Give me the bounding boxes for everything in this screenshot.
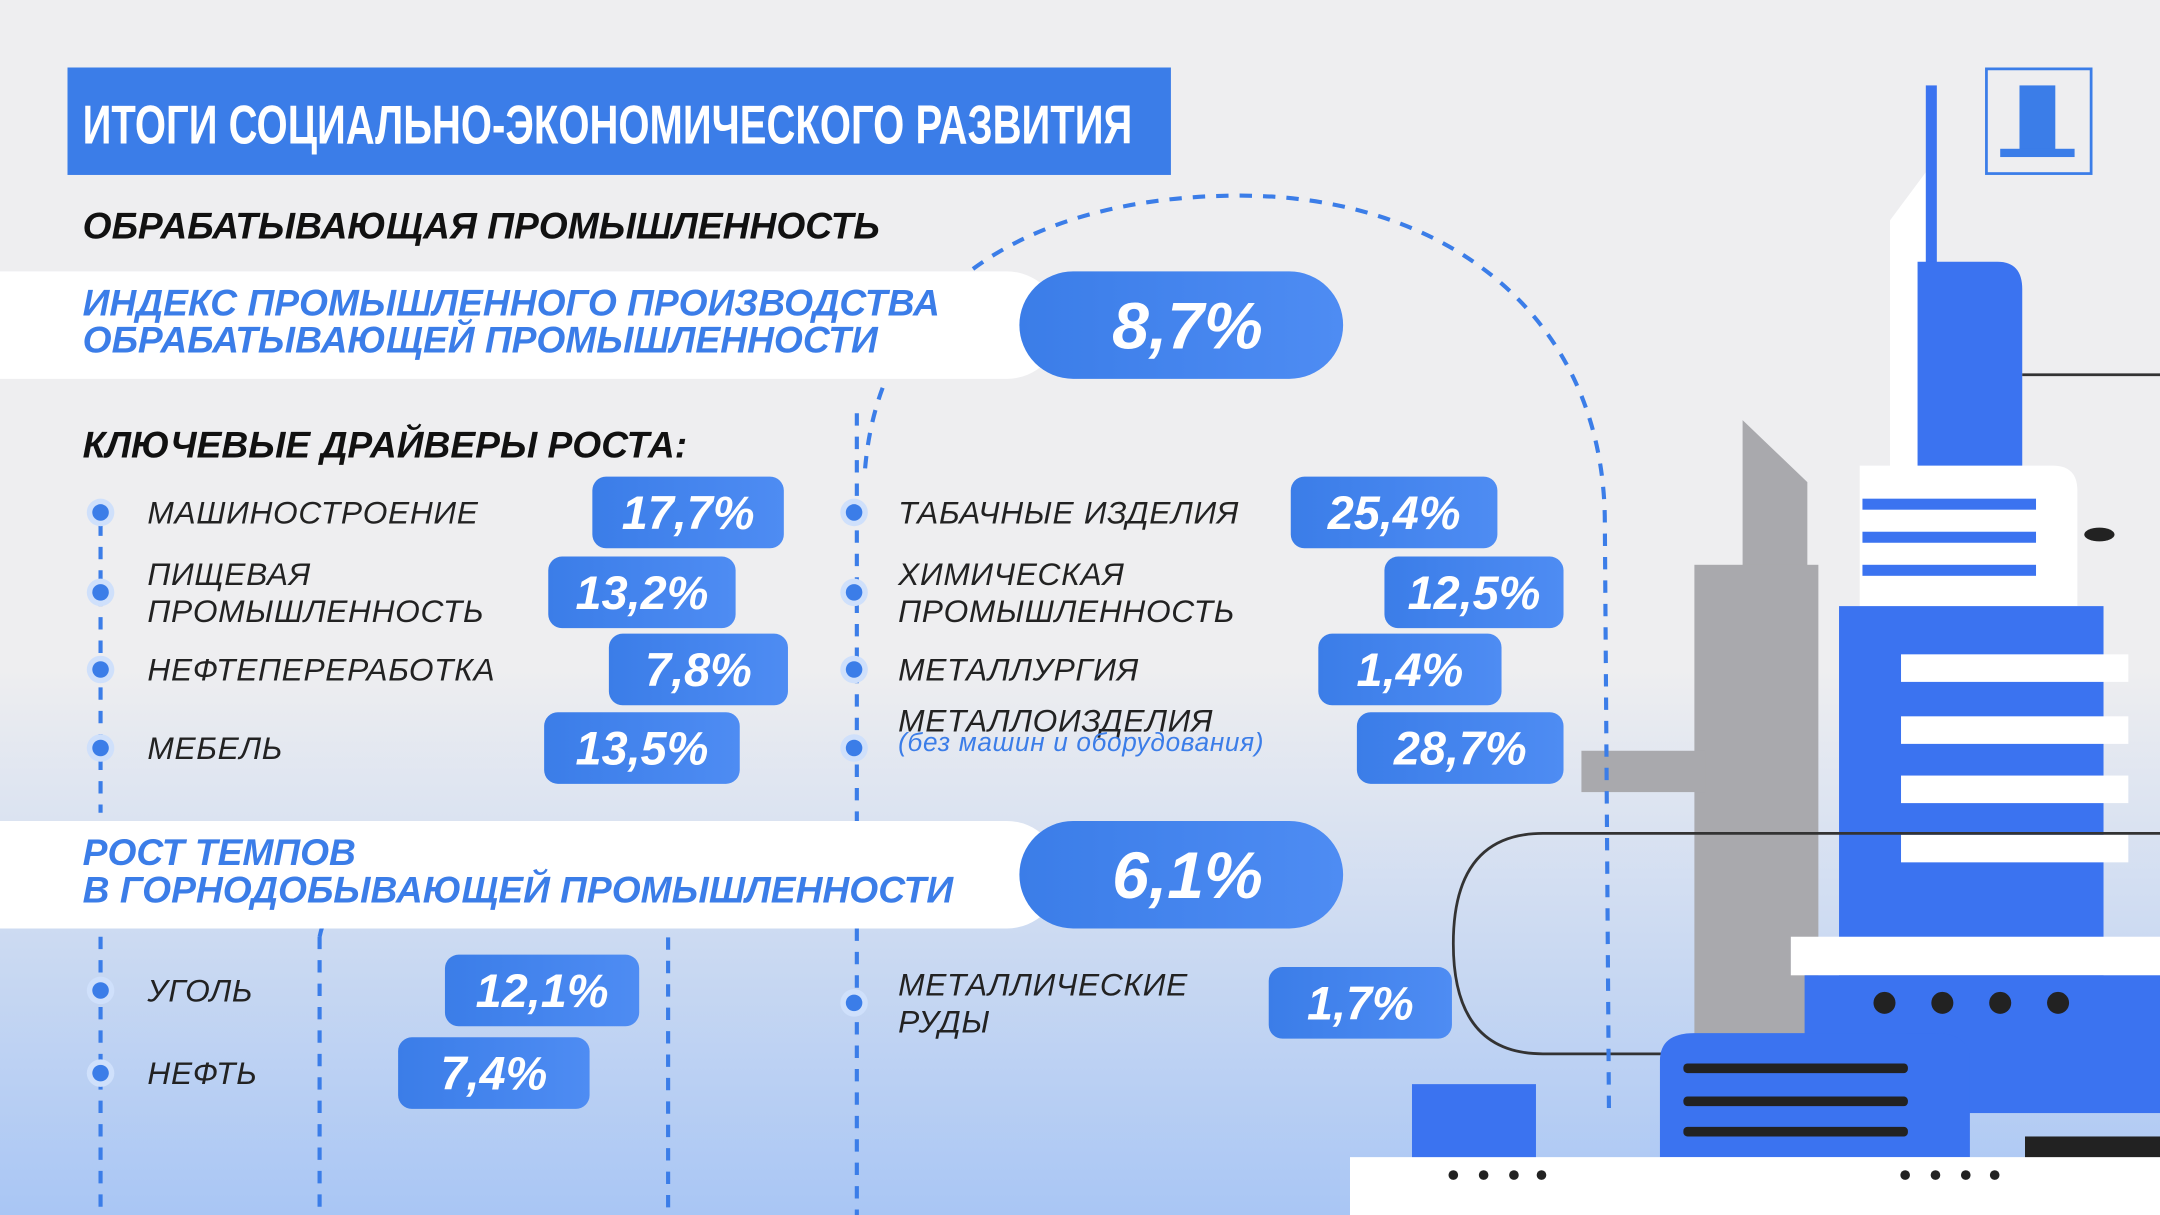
item-label: ХИМИЧЕСКАЯ — [897, 556, 1124, 592]
illustration — [1350, 85, 2160, 1215]
banner-label: В ГОРНОДОБЫВАЮЩЕЙ ПРОМЫШЛЕННОСТИ — [83, 868, 955, 910]
value-box — [1268, 967, 1452, 1039]
value-box — [398, 1037, 590, 1109]
title: ИТОГИ СОЦИАЛЬНО-ЭКОНОМИЧЕСКОГО РАЗВИТИЯ — [83, 93, 1133, 155]
item-label: ТАБАЧНЫЕ ИЗДЕЛИЯ — [898, 494, 1239, 530]
banner-value: 8,7% — [1112, 290, 1263, 364]
item-label: ПИЩЕВАЯ — [147, 556, 311, 592]
value-box — [544, 712, 740, 784]
bullet — [92, 739, 109, 757]
value-box — [548, 556, 736, 629]
bullet — [845, 584, 863, 601]
item-value: 25,4% — [1327, 487, 1461, 539]
drivers-title: КЛЮЧЕВЫЕ ДРАЙВЕРЫ РОСТА: — [83, 423, 688, 465]
item-label: НЕФТЕПЕРЕРАБОТКА — [147, 652, 495, 688]
bullet — [92, 1064, 109, 1082]
bullet — [845, 739, 863, 757]
item-value: 12,5% — [1408, 567, 1541, 619]
value-box — [1356, 712, 1564, 784]
bullet — [92, 661, 109, 678]
title-box — [67, 67, 1171, 175]
banner-value-bg — [1019, 271, 1344, 379]
item-value: 13,5% — [576, 723, 709, 775]
banner-label: ОБРАБАТЫВАЮЩЕЙ ПРОМЫШЛЕННОСТИ — [83, 319, 879, 361]
bullet — [92, 982, 109, 999]
item-label: ПРОМЫШЛЕННОСТЬ — [898, 593, 1235, 629]
item-label: МЕТАЛЛУРГИЯ — [898, 652, 1139, 688]
item-value: 1,4% — [1357, 644, 1464, 696]
item-label: МЕТАЛЛИЧЕСКИЕ — [898, 966, 1188, 1002]
value-box — [1290, 476, 1498, 549]
bullet — [92, 584, 109, 601]
banner-bg — [0, 821, 1061, 929]
subtitle: ОБРАБАТЫВАЮЩАЯ ПРОМЫШЛЕННОСТЬ — [83, 204, 880, 246]
item-value: 12,1% — [476, 965, 609, 1017]
item-value: 7,4% — [440, 1048, 547, 1100]
banner-value-bg — [1019, 821, 1344, 929]
banner-label: РОСТ ТЕМПОВ — [83, 831, 356, 873]
item-value: 7,8% — [645, 644, 752, 696]
item-note: (без машин и оборудования) — [898, 727, 1264, 757]
banner-value: 6,1% — [1112, 839, 1263, 913]
item-label: МЕТАЛЛОИЗДЕЛИЯ — [898, 702, 1213, 738]
item-value: 13,2% — [576, 567, 709, 619]
item-value: 1,7% — [1307, 977, 1414, 1029]
value-box — [592, 476, 784, 549]
bullet — [845, 661, 863, 678]
item-value: 28,7% — [1393, 723, 1527, 775]
value-box — [444, 954, 640, 1027]
content: ИНДЕКС ПРОМЫШЛЕННОГО ПРОИЗВОДСТВАОБРАБАТ… — [0, 271, 1564, 1109]
item-value: 17,7% — [622, 487, 755, 539]
bullet — [845, 994, 863, 1012]
item-label: УГОЛЬ — [146, 972, 253, 1008]
item-label: МАШИНОСТРОЕНИЕ — [147, 494, 478, 530]
item-label: МЕБЕЛЬ — [147, 730, 283, 766]
bullet — [845, 504, 863, 521]
banner-label: ИНДЕКС ПРОМЫШЛЕННОГО ПРОИЗВОДСТВА — [83, 281, 940, 323]
logo — [1985, 67, 2093, 175]
item-label: НЕФТЬ — [147, 1055, 257, 1091]
item-label: ПРОМЫШЛЕННОСТЬ — [147, 593, 484, 629]
value-box — [1318, 633, 1502, 706]
item-label: РУДЫ — [898, 1003, 990, 1039]
banner-bg — [0, 271, 1061, 379]
value-box — [1384, 556, 1564, 629]
bullet — [92, 504, 109, 521]
value-box — [608, 633, 788, 706]
